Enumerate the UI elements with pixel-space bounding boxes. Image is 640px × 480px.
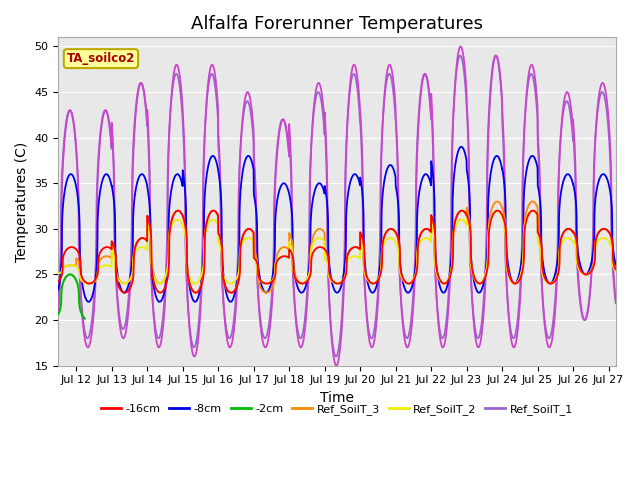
Y-axis label: Temperatures (C): Temperatures (C) [15, 141, 29, 262]
X-axis label: Time: Time [320, 391, 354, 405]
Legend: -16cm, -8cm, -2cm, Ref_SoilT_3, Ref_SoilT_2, Ref_SoilT_1: -16cm, -8cm, -2cm, Ref_SoilT_3, Ref_Soil… [97, 399, 578, 419]
Text: TA_soilco2: TA_soilco2 [67, 52, 135, 65]
Title: Alfalfa Forerunner Temperatures: Alfalfa Forerunner Temperatures [191, 15, 483, 33]
